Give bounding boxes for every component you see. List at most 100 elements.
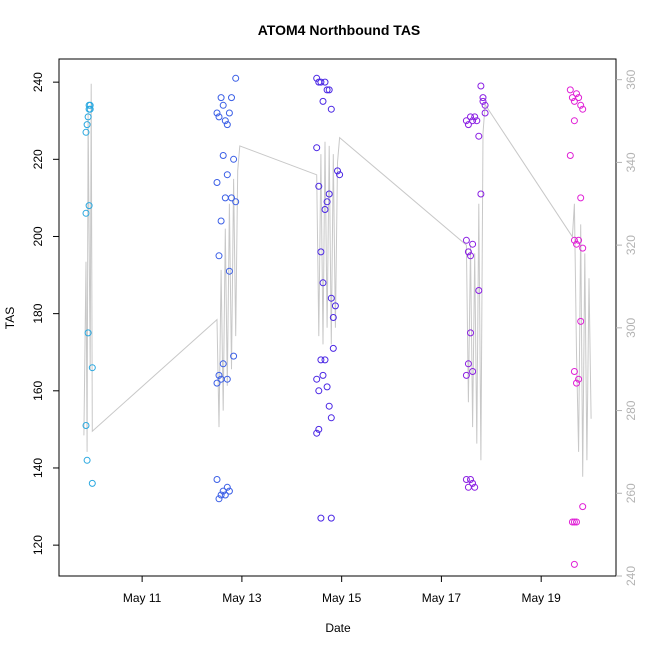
data-point [217, 491, 225, 499]
data-point [228, 194, 235, 202]
data-point [327, 414, 335, 422]
data-point [469, 240, 477, 248]
data-point [225, 109, 233, 117]
y-left-tick-label: 220 [31, 149, 45, 169]
y-right-tick-label: 240 [624, 566, 638, 586]
data-point [313, 144, 321, 152]
data-point [219, 360, 227, 368]
tas-line-series [83, 83, 592, 477]
data-point [215, 113, 223, 121]
data-point [321, 356, 329, 364]
y-axis-right: 240 260 280 300 320 340 360 [616, 69, 638, 586]
data-point [481, 101, 489, 109]
data-point [579, 105, 587, 113]
data-point [462, 476, 470, 483]
y-right-tick-label: 320 [624, 235, 638, 255]
data-point [317, 514, 325, 522]
data-point [221, 117, 229, 125]
data-point [213, 109, 221, 117]
data-point [323, 198, 331, 206]
data-point [213, 179, 221, 186]
data-point [85, 202, 93, 210]
data-point [323, 383, 331, 391]
x-tick-label: May 17 [422, 591, 462, 605]
data-point [464, 248, 472, 256]
data-point [464, 360, 472, 368]
data-point [317, 248, 325, 256]
data-point [577, 194, 585, 202]
data-point [573, 240, 580, 248]
data-point [217, 94, 225, 102]
data-point [464, 121, 472, 129]
data-point [313, 429, 321, 437]
tas-line [83, 83, 592, 477]
data-point [467, 252, 474, 260]
data-point [88, 479, 96, 487]
data-point [467, 113, 474, 121]
y-left-tick-label: 160 [31, 380, 45, 400]
data-point [213, 476, 221, 483]
data-point [471, 483, 479, 491]
data-point [325, 190, 333, 198]
data-point [83, 121, 91, 129]
y-left-tick-label: 140 [31, 458, 45, 478]
data-point [566, 86, 574, 94]
y-axis-label: TAS [3, 307, 17, 329]
data-point [219, 101, 227, 109]
y-left-tick-label: 200 [31, 226, 45, 246]
data-point [477, 190, 485, 198]
data-point [319, 371, 327, 379]
data-point [469, 117, 477, 125]
data-point [475, 287, 483, 294]
data-point [84, 329, 92, 337]
data-point [215, 371, 223, 379]
plot-box [58, 58, 617, 577]
data-point [82, 422, 90, 429]
data-point [462, 236, 470, 244]
data-point [215, 252, 223, 260]
data-point [570, 518, 578, 526]
data-point [321, 78, 329, 86]
data-point [575, 236, 583, 244]
data-point [573, 379, 580, 387]
data-point [477, 82, 485, 90]
data-point [215, 495, 223, 503]
data-point [579, 244, 587, 252]
y-left-tick-label: 120 [31, 535, 45, 555]
x-tick-label: May 13 [222, 591, 262, 605]
data-point [334, 167, 341, 175]
data-point [570, 368, 578, 375]
data-point [225, 487, 233, 495]
data-point [88, 364, 96, 372]
y-left-tick-label: 180 [31, 303, 45, 323]
chart-title: ATOM4 Northbound TAS [258, 22, 421, 38]
data-point [313, 375, 321, 383]
data-point [230, 352, 238, 360]
data-point [577, 101, 585, 109]
data-point [84, 113, 92, 121]
y-left-tick-label: 240 [31, 72, 45, 92]
data-point [575, 375, 583, 383]
data-point [315, 182, 323, 190]
data-point [83, 456, 91, 464]
data-point [213, 379, 221, 387]
data-point [321, 206, 329, 213]
data-point [579, 503, 587, 511]
data-point [570, 97, 578, 105]
data-point [325, 86, 333, 94]
data-point [223, 375, 231, 383]
data-point [225, 267, 233, 275]
data-point [232, 74, 240, 82]
y-axis-left: 120 140 160 180 200 220 240 [31, 72, 59, 555]
data-point [327, 105, 335, 113]
x-axis: May 11 May 13 May 15 May 17 May 19 [123, 576, 561, 605]
data-point [331, 302, 339, 310]
data-point [230, 155, 238, 163]
data-point [313, 74, 321, 82]
data-point [570, 117, 578, 125]
data-point [228, 94, 235, 102]
data-point [471, 113, 479, 121]
data-point [86, 101, 94, 109]
data-point [577, 317, 585, 325]
